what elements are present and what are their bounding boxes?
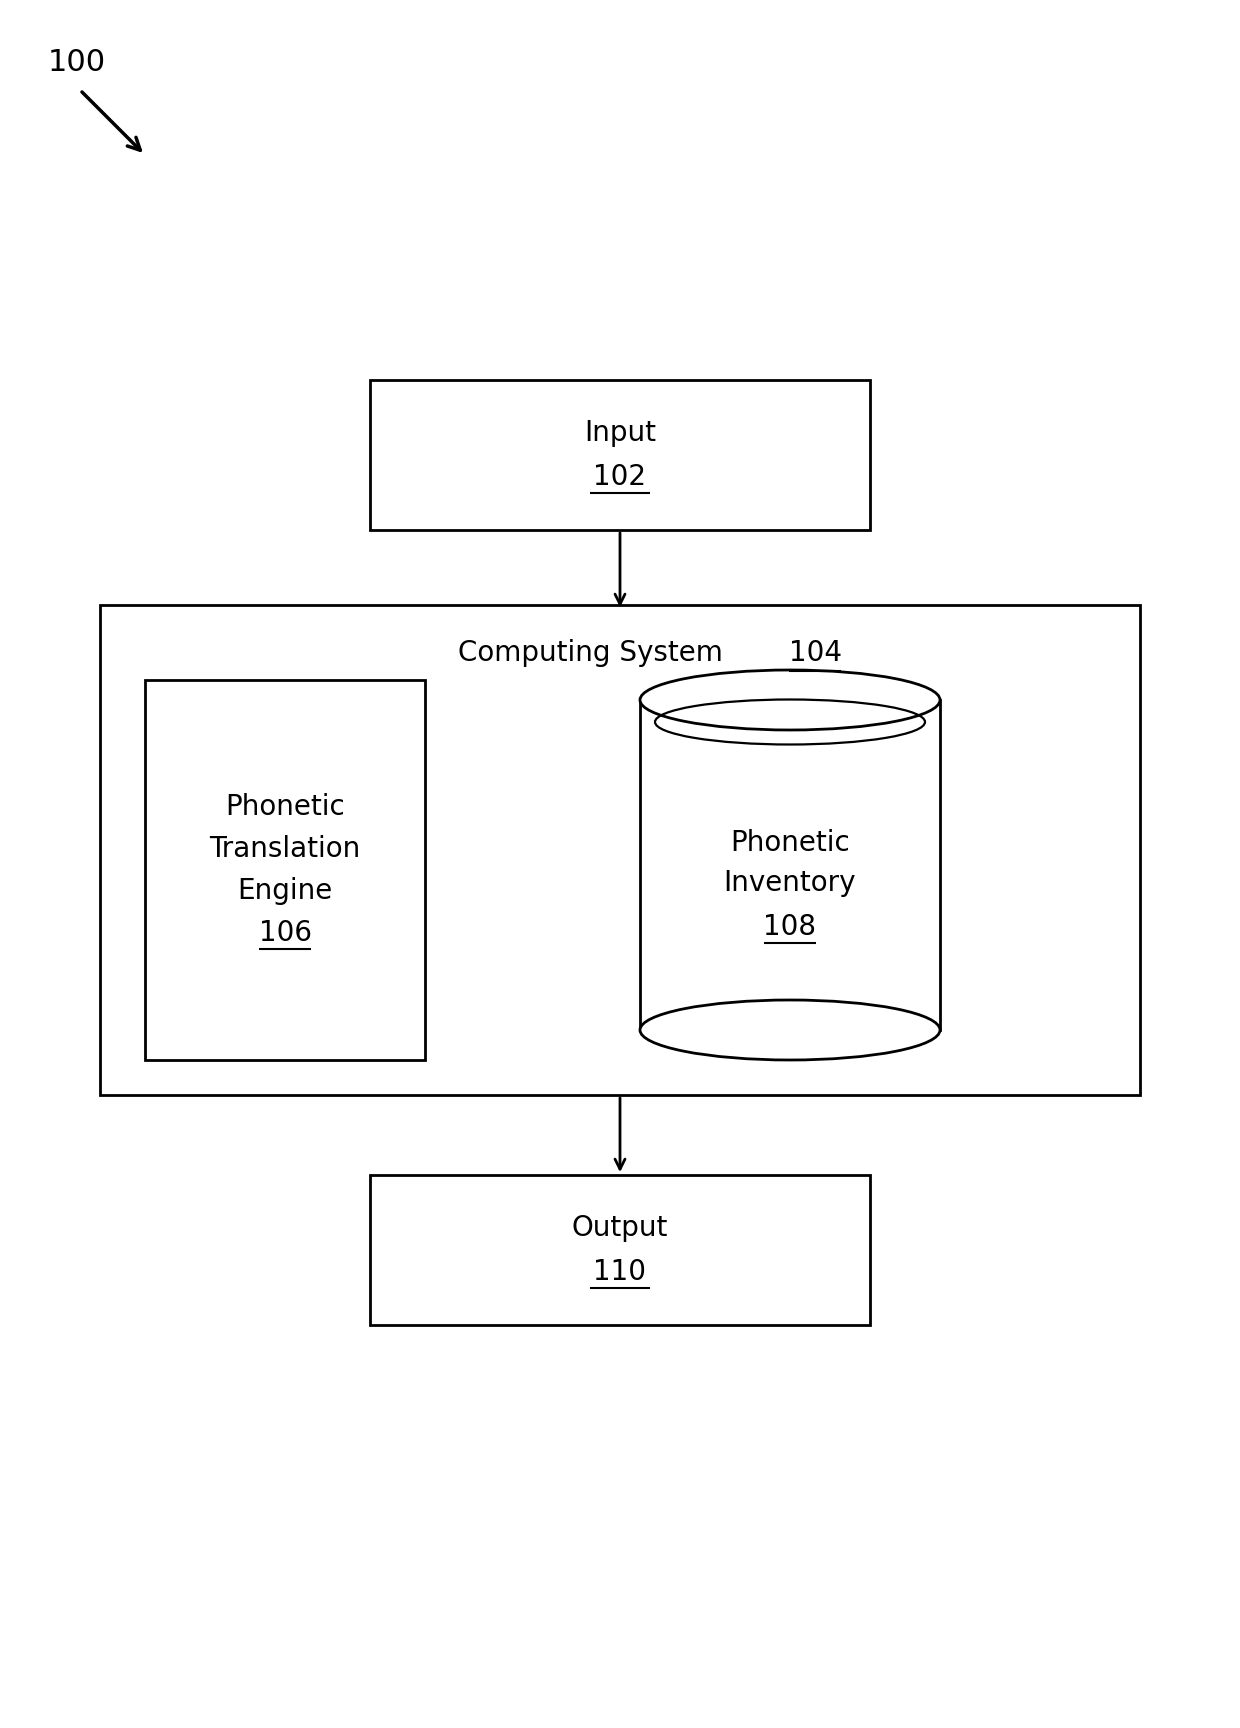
- Text: Computing System: Computing System: [458, 639, 723, 667]
- Text: Output: Output: [572, 1215, 668, 1242]
- Text: Input: Input: [584, 418, 656, 448]
- Text: Engine: Engine: [237, 878, 332, 905]
- Text: Inventory: Inventory: [724, 869, 857, 897]
- Text: Translation: Translation: [210, 835, 361, 862]
- Text: 106: 106: [258, 919, 311, 947]
- Text: 104: 104: [789, 639, 842, 667]
- Text: Phonetic: Phonetic: [226, 793, 345, 821]
- Text: Phonetic: Phonetic: [730, 829, 849, 857]
- Ellipse shape: [640, 1001, 940, 1059]
- Bar: [370, 1175, 870, 1325]
- Bar: [100, 605, 1140, 1096]
- Ellipse shape: [640, 670, 940, 729]
- Bar: [370, 380, 870, 530]
- Text: 110: 110: [594, 1258, 646, 1286]
- Bar: [145, 681, 425, 1059]
- Bar: [640, 700, 940, 1030]
- Text: 108: 108: [764, 912, 816, 942]
- Text: 100: 100: [48, 48, 107, 78]
- Text: 102: 102: [594, 463, 646, 491]
